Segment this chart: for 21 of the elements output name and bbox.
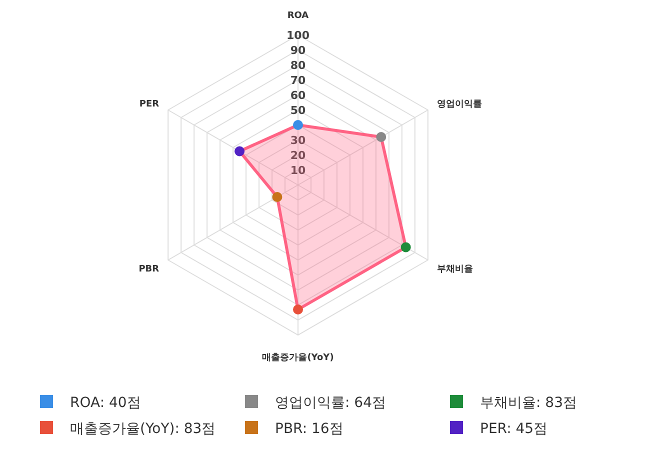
text: 부채비율: 83점 <box>480 395 577 411</box>
y-tick-label: 50 <box>290 104 306 117</box>
spoke-label: 부채비율 <box>436 264 473 274</box>
text: PBR: 16점 <box>275 421 344 437</box>
y-tick-label: 70 <box>290 74 306 87</box>
text: 영업이익률: 64점 <box>275 395 386 411</box>
text: PER: 45점 <box>480 421 548 437</box>
y-tick-label: 90 <box>290 44 306 57</box>
spoke-label: 매출증가율(YoY) <box>262 352 334 363</box>
text: 매출증가율(YoY): 83점 <box>70 421 216 437</box>
spoke-label: PER <box>139 100 160 110</box>
text: ROA: 40점 <box>70 395 141 411</box>
spoke-label: 영업이익률 <box>436 100 482 110</box>
y-tick-label: 80 <box>290 59 306 72</box>
y-tick-label: 30 <box>290 134 306 147</box>
spoke-label: PBR <box>138 264 160 274</box>
y-tick-label: 10 <box>290 164 306 177</box>
spoke-label: ROA <box>287 11 309 21</box>
y-tick-label: 20 <box>290 149 306 162</box>
y-tick-label: 60 <box>290 89 306 102</box>
y-tick-label: 100 <box>286 29 310 42</box>
